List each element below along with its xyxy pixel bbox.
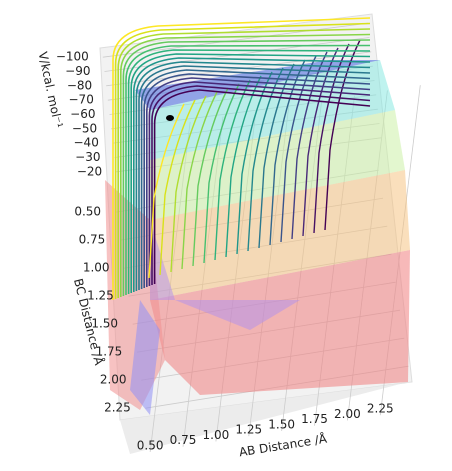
z-tick-label: −80 bbox=[67, 78, 92, 92]
x-tick-label: 1.00 bbox=[203, 428, 230, 442]
contour-line bbox=[148, 81, 371, 286]
x-tick-label: 1.25 bbox=[235, 423, 262, 437]
contours bbox=[112, 17, 371, 300]
z-tick-label: −40 bbox=[74, 136, 99, 150]
contour-line bbox=[148, 103, 185, 279]
contour-line bbox=[159, 99, 196, 276]
y-tick-label: 1.50 bbox=[91, 317, 118, 331]
contour-line bbox=[140, 69, 371, 289]
x-tick-label: 0.75 bbox=[170, 433, 197, 447]
z-tick-label: −50 bbox=[72, 121, 97, 135]
x-tick-label: 1.75 bbox=[301, 412, 328, 426]
contour-line bbox=[135, 61, 371, 291]
contour-line bbox=[114, 22, 371, 299]
z-tick-label: −60 bbox=[70, 107, 95, 121]
contour-line bbox=[138, 65, 371, 290]
contour-line bbox=[153, 89, 371, 284]
y-tick-label: 2.00 bbox=[100, 373, 127, 387]
x-tick-label: 1.50 bbox=[268, 417, 295, 431]
contour-line bbox=[127, 49, 371, 294]
contour-line bbox=[130, 53, 371, 293]
z-tick-label: −100 bbox=[56, 50, 89, 64]
z-tick-label: −70 bbox=[69, 93, 94, 107]
x-tick-label: 2.25 bbox=[367, 402, 394, 416]
contour-line bbox=[181, 91, 218, 270]
contour-line bbox=[143, 73, 371, 288]
contour-line bbox=[146, 77, 371, 287]
z-tick-label: −20 bbox=[77, 164, 102, 178]
contour-line bbox=[192, 87, 229, 267]
y-tick-label: 0.75 bbox=[79, 233, 106, 247]
contour-line bbox=[291, 51, 328, 240]
marker bbox=[166, 115, 174, 121]
contour-line bbox=[133, 57, 371, 292]
y-tick-label: 2.25 bbox=[104, 401, 131, 415]
contour-line bbox=[125, 44, 371, 295]
surface bbox=[105, 60, 410, 415]
contour-line bbox=[236, 71, 273, 255]
contour-line bbox=[170, 95, 207, 273]
contour-line bbox=[122, 39, 371, 296]
contour-line bbox=[247, 67, 284, 252]
contour-line bbox=[120, 33, 371, 297]
z-tick-label: −30 bbox=[75, 150, 100, 164]
contour-line bbox=[112, 17, 371, 300]
x-tick-label: 2.00 bbox=[334, 407, 361, 421]
contour-line bbox=[302, 47, 339, 237]
contour-line bbox=[151, 85, 371, 285]
contour-line bbox=[117, 28, 371, 298]
floor-pane bbox=[120, 382, 412, 454]
contour-line bbox=[313, 43, 350, 234]
x-tick-label: 0.50 bbox=[137, 438, 164, 452]
y-tick-label: 1.00 bbox=[83, 261, 110, 275]
y-tick-label: 1.75 bbox=[96, 345, 123, 359]
y-tick-label: 0.50 bbox=[74, 205, 101, 219]
z-tick-label: −90 bbox=[65, 64, 90, 78]
y-tick-label: 1.25 bbox=[87, 289, 114, 303]
